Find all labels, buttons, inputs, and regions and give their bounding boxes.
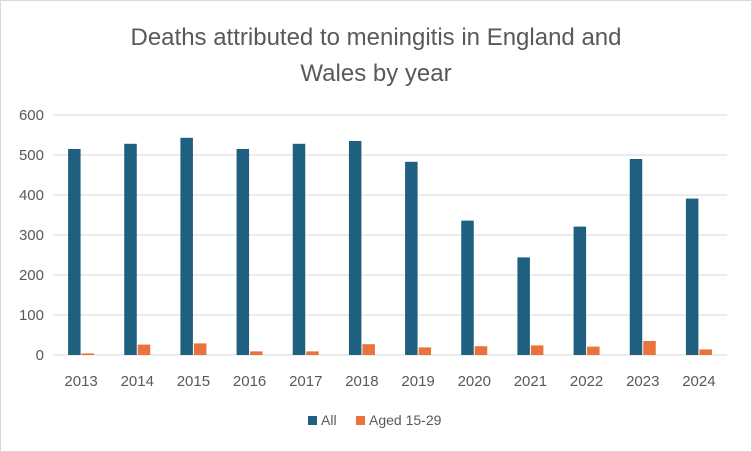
x-tick-label: 2014 [121,373,154,390]
y-axis-ticks: 0 100 200 300 400 500 600 [19,107,44,364]
y-tick-label: 100 [19,307,44,324]
x-tick-label: 2018 [345,373,378,390]
legend-swatch-aged-15-29 [356,416,365,425]
y-tick-label: 200 [19,267,44,284]
bar-aged-15-29-2024 [699,349,712,355]
y-tick-label: 400 [19,187,44,204]
legend-label-aged-15-29: Aged 15-29 [369,412,442,428]
bar-all-2018 [348,141,362,355]
x-tick-label: 2022 [570,373,603,390]
bar-aged-15-29-2014 [137,344,151,355]
bar-all-2016 [236,149,250,355]
x-tick-label: 2016 [233,373,266,390]
gridlines [53,114,727,356]
bar-aged-15-29-2016 [250,351,263,355]
x-tick-label: 2017 [289,373,322,390]
bar-all-2024 [685,198,699,355]
bar-aged-15-29-2020 [474,346,488,355]
bar-aged-15-29-2017 [306,351,319,355]
x-tick-label: 2019 [401,373,434,390]
y-tick-label: 300 [19,227,44,244]
bar-aged-15-29-2022 [587,346,600,355]
x-tick-label: 2024 [682,373,715,390]
bar-aged-15-29-2021 [530,345,544,355]
y-tick-label: 500 [19,147,44,164]
x-tick-label: 2021 [514,373,547,390]
legend: All Aged 15-29 [308,412,442,428]
bar-all-2021 [517,257,530,355]
legend-swatch-all [308,416,317,425]
x-tick-label: 2023 [626,373,659,390]
bar-all-2013 [68,149,81,355]
bars [68,137,712,355]
bar-aged-15-29-2015 [193,343,207,355]
x-tick-label: 2013 [64,373,97,390]
x-tick-label: 2020 [458,373,491,390]
chart-title-line-1: Deaths attributed to meningitis in Engla… [131,24,622,51]
y-tick-label: 0 [36,347,44,364]
bar-aged-15-29-2018 [362,344,375,355]
bar-all-2022 [573,226,587,355]
y-tick-label: 600 [19,107,44,124]
chart-title-line-2: Wales by year [300,60,451,87]
bar-aged-15-29-2023 [643,341,656,355]
bar-all-2023 [629,159,643,355]
x-tick-label: 2015 [177,373,210,390]
x-axis-ticks: 2013 2014 2015 2016 2017 2018 2019 2020 2021 2022… [64,373,715,390]
bar-aged-15-29-2013 [81,353,95,355]
bar-all-2017 [292,143,306,355]
bar-aged-15-29-2019 [418,347,432,355]
bar-all-2019 [405,161,418,355]
bar-all-2014 [124,143,137,355]
legend-label-all: All [321,412,337,428]
bar-all-2020 [461,220,474,355]
bar-all-2015 [180,137,193,355]
